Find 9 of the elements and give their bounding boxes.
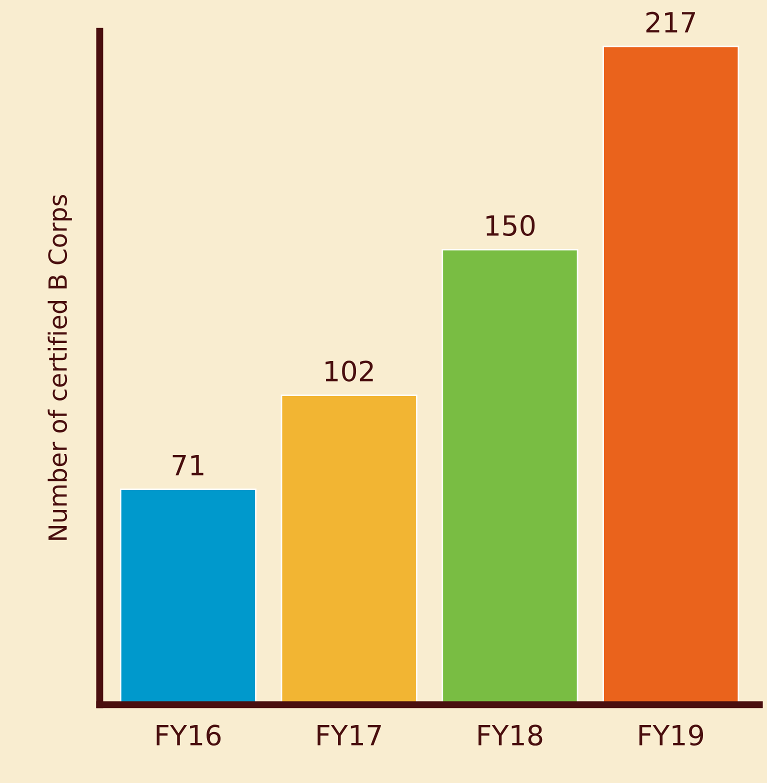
data-label: 217 (646, 12, 695, 32)
data-label: 150 (486, 214, 535, 236)
x-tick-label: FY19 (639, 724, 704, 746)
data-label: 102 (326, 360, 373, 382)
data-label: 71 (172, 454, 204, 476)
x-tick-label: FY16 (156, 724, 221, 746)
x-tick-label: FY18 (478, 724, 542, 746)
y-axis-title: Number of certified B Corps (48, 194, 72, 540)
x-tick-label: FY17 (318, 725, 381, 746)
